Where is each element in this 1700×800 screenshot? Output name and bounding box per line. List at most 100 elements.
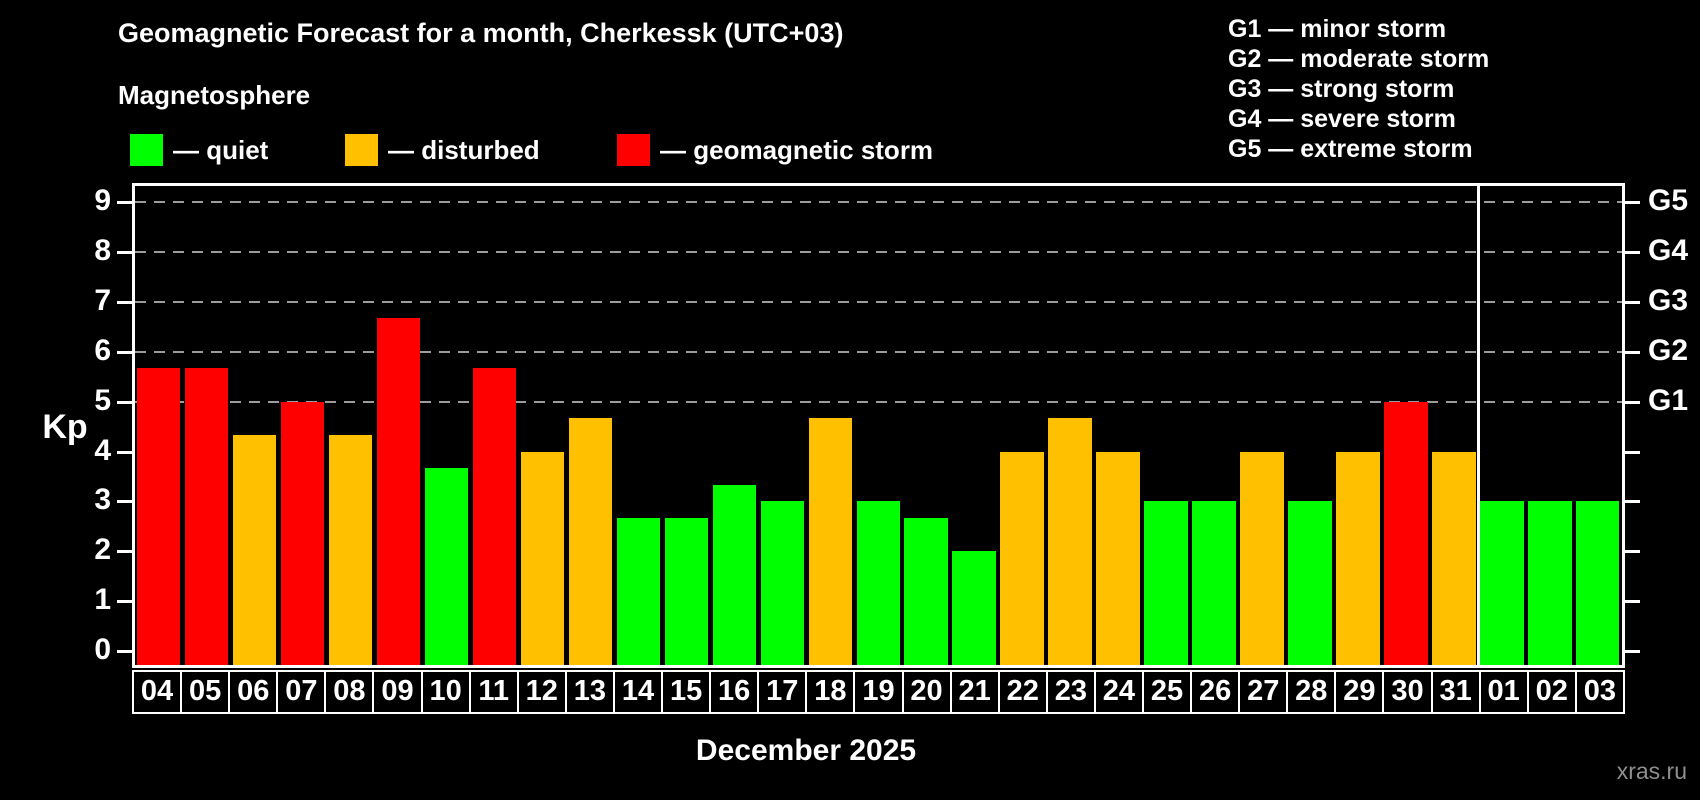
legend-label-quiet: — quiet xyxy=(173,134,269,165)
day-label-cell-05: 05 xyxy=(180,670,231,714)
kp-bar-day-10 xyxy=(424,467,469,665)
g-axis-tick xyxy=(1625,300,1640,304)
g-axis-tick xyxy=(1625,600,1640,604)
day-label-cell-14: 14 xyxy=(612,670,664,714)
day-label-cell-19: 19 xyxy=(853,670,904,714)
kp-bar-day-04 xyxy=(137,368,181,665)
gridline-kp-6 xyxy=(135,350,1622,353)
day-label-cell-22: 22 xyxy=(997,670,1048,714)
kp-bar-day-14 xyxy=(616,517,661,665)
gridline-kp-8 xyxy=(135,251,1622,254)
chart-title: Geomagnetic Forecast for a month, Cherke… xyxy=(118,18,844,48)
day-label-cell-24: 24 xyxy=(1093,670,1144,714)
kp-axis-tick-label: 3 xyxy=(94,483,111,517)
plot-area-border xyxy=(132,183,1625,668)
g3-legend-line: G3 — strong storm xyxy=(1228,75,1455,103)
g-axis-tick xyxy=(1625,201,1640,205)
kp-bar-day-02 xyxy=(1528,501,1572,665)
kp-axis-tick-label: 9 xyxy=(94,184,111,218)
legend-item-storm: — geomagnetic storm xyxy=(617,134,933,166)
g5-legend-line: G5 — extreme storm xyxy=(1228,135,1473,163)
g-axis-tick-label-g2: G2 xyxy=(1648,333,1689,367)
g-axis-tick-label-g1: G1 xyxy=(1648,383,1689,417)
kp-bar-day-09 xyxy=(376,318,421,665)
g1-legend-line: G1 — minor storm xyxy=(1228,15,1447,43)
kp-bar-day-26 xyxy=(1192,501,1236,665)
g-axis-tick-label-g3: G3 xyxy=(1648,283,1689,317)
disturbed-color-swatch-icon xyxy=(345,134,378,166)
kp-axis-tick-label: 0 xyxy=(94,633,111,666)
kp-axis-tick xyxy=(117,450,132,454)
kp-axis-tick xyxy=(117,550,132,554)
day-label-cell-10: 10 xyxy=(420,670,471,714)
g-scale-legend: G1 — minor storm G2 — moderate storm G3 … xyxy=(1228,14,1489,164)
day-label-cell-03: 03 xyxy=(1574,670,1625,714)
legend-label-storm: — geomagnetic storm xyxy=(660,134,934,165)
day-label-cell-23: 23 xyxy=(1045,670,1096,714)
kp-axis-tick xyxy=(117,251,132,255)
legend-item-quiet: — quiet xyxy=(130,134,268,166)
kp-bar-day-12 xyxy=(520,451,565,665)
kp-bar-day-15 xyxy=(664,517,709,665)
day-label-cell-20: 20 xyxy=(901,670,952,714)
gridline-kp-9 xyxy=(135,201,1622,204)
g-axis-tick-label-g4: G4 xyxy=(1648,234,1689,268)
kp-axis-tick xyxy=(117,201,132,205)
day-label-cell-11: 11 xyxy=(468,670,519,714)
kp-axis-tick xyxy=(117,650,132,653)
day-label-cell-07: 07 xyxy=(276,670,327,714)
month-caption: December 2025 xyxy=(695,734,917,767)
kp-axis-tick-label: 2 xyxy=(94,533,111,567)
kp-bar-day-22 xyxy=(1000,451,1044,665)
g-axis-tick-label-g5: G5 xyxy=(1648,184,1689,218)
day-label-cell-26: 26 xyxy=(1190,670,1241,714)
kp-axis-tick-label: 1 xyxy=(94,583,111,617)
day-label-cell-27: 27 xyxy=(1238,670,1289,714)
day-label-cell-29: 29 xyxy=(1334,670,1385,714)
kp-bar-day-24 xyxy=(1096,451,1140,665)
day-label-cell-28: 28 xyxy=(1286,670,1337,714)
kp-bar-day-07 xyxy=(280,401,325,665)
kp-bar-day-30 xyxy=(1384,401,1428,665)
day-label-cell-17: 17 xyxy=(757,670,808,714)
day-label-cell-15: 15 xyxy=(661,670,712,714)
kp-bar-day-21 xyxy=(952,551,996,665)
day-label-cell-18: 18 xyxy=(805,670,856,714)
g4-legend-line: G4 — severe storm xyxy=(1228,105,1456,133)
g2-legend-line: G2 — moderate storm xyxy=(1228,45,1490,73)
kp-axis-tick xyxy=(117,600,132,604)
kp-axis-tick-label: 5 xyxy=(94,383,111,417)
kp-axis-tick xyxy=(117,400,132,404)
g-axis-tick xyxy=(1625,550,1640,554)
kp-bar-day-06 xyxy=(232,435,277,665)
day-label-cell-21: 21 xyxy=(949,670,1000,714)
day-label-cell-30: 30 xyxy=(1382,670,1433,714)
day-label-cell-31: 31 xyxy=(1430,670,1481,714)
xras-watermark: xras.ru xyxy=(1616,758,1687,784)
kp-bar-day-27 xyxy=(1240,451,1284,665)
kp-bar-day-03 xyxy=(1576,501,1620,665)
g-axis-tick xyxy=(1625,251,1640,255)
storm-color-swatch-icon xyxy=(617,134,650,166)
kp-axis-tick xyxy=(117,300,132,304)
day-label-cell-13: 13 xyxy=(564,670,615,714)
kp-bar-day-13 xyxy=(568,418,613,665)
day-label-cell-04: 04 xyxy=(132,670,183,714)
month-separator-line xyxy=(1476,186,1480,665)
kp-bar-day-31 xyxy=(1432,451,1476,665)
day-label-cell-09: 09 xyxy=(372,670,423,714)
kp-bar-day-23 xyxy=(1048,418,1092,665)
g-axis-tick xyxy=(1625,450,1640,454)
kp-axis-tick-label: 4 xyxy=(94,433,111,467)
kp-bar-day-05 xyxy=(184,368,229,665)
gridline-kp-5 xyxy=(135,400,1622,403)
kp-bar-day-19 xyxy=(856,501,900,665)
g-axis-tick xyxy=(1625,650,1640,653)
gridline-kp-7 xyxy=(135,300,1622,303)
kp-axis-tick xyxy=(117,500,132,504)
kp-bar-day-29 xyxy=(1336,451,1380,665)
x-axis-day-labels: 04 05 06 07 08 09 10 11 12 13 14 15 16 17 18 19 20 21 22 23… xyxy=(132,670,1625,714)
legend-item-disturbed: — disturbed xyxy=(345,134,540,166)
day-label-cell-02: 02 xyxy=(1526,670,1577,714)
